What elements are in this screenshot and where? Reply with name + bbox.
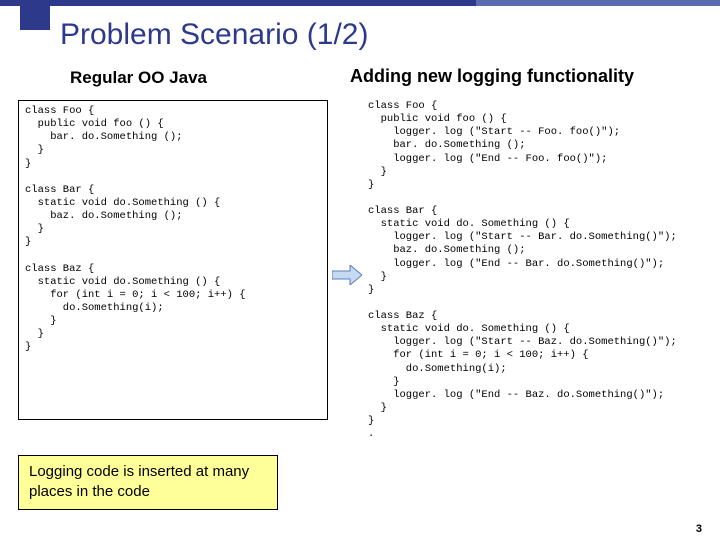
- top-decor-bar: [0, 0, 720, 6]
- slide-title: Problem Scenario (1/2): [60, 18, 368, 52]
- bar-seg: [46, 0, 476, 6]
- code-block-right: class Foo { public void foo () { logger.…: [368, 100, 718, 535]
- code-block-left: class Foo { public void foo () { bar. do…: [18, 100, 328, 420]
- arrow-icon: [332, 265, 362, 285]
- top-square-decor: [20, 0, 50, 30]
- bar-seg: [476, 0, 720, 6]
- page-number: 3: [696, 523, 702, 535]
- right-heading: Adding new logging functionality: [350, 66, 634, 87]
- left-heading: Regular OO Java: [70, 68, 207, 88]
- arrow-shape: [332, 265, 362, 285]
- callout-box: Logging code is inserted at many places …: [18, 455, 278, 510]
